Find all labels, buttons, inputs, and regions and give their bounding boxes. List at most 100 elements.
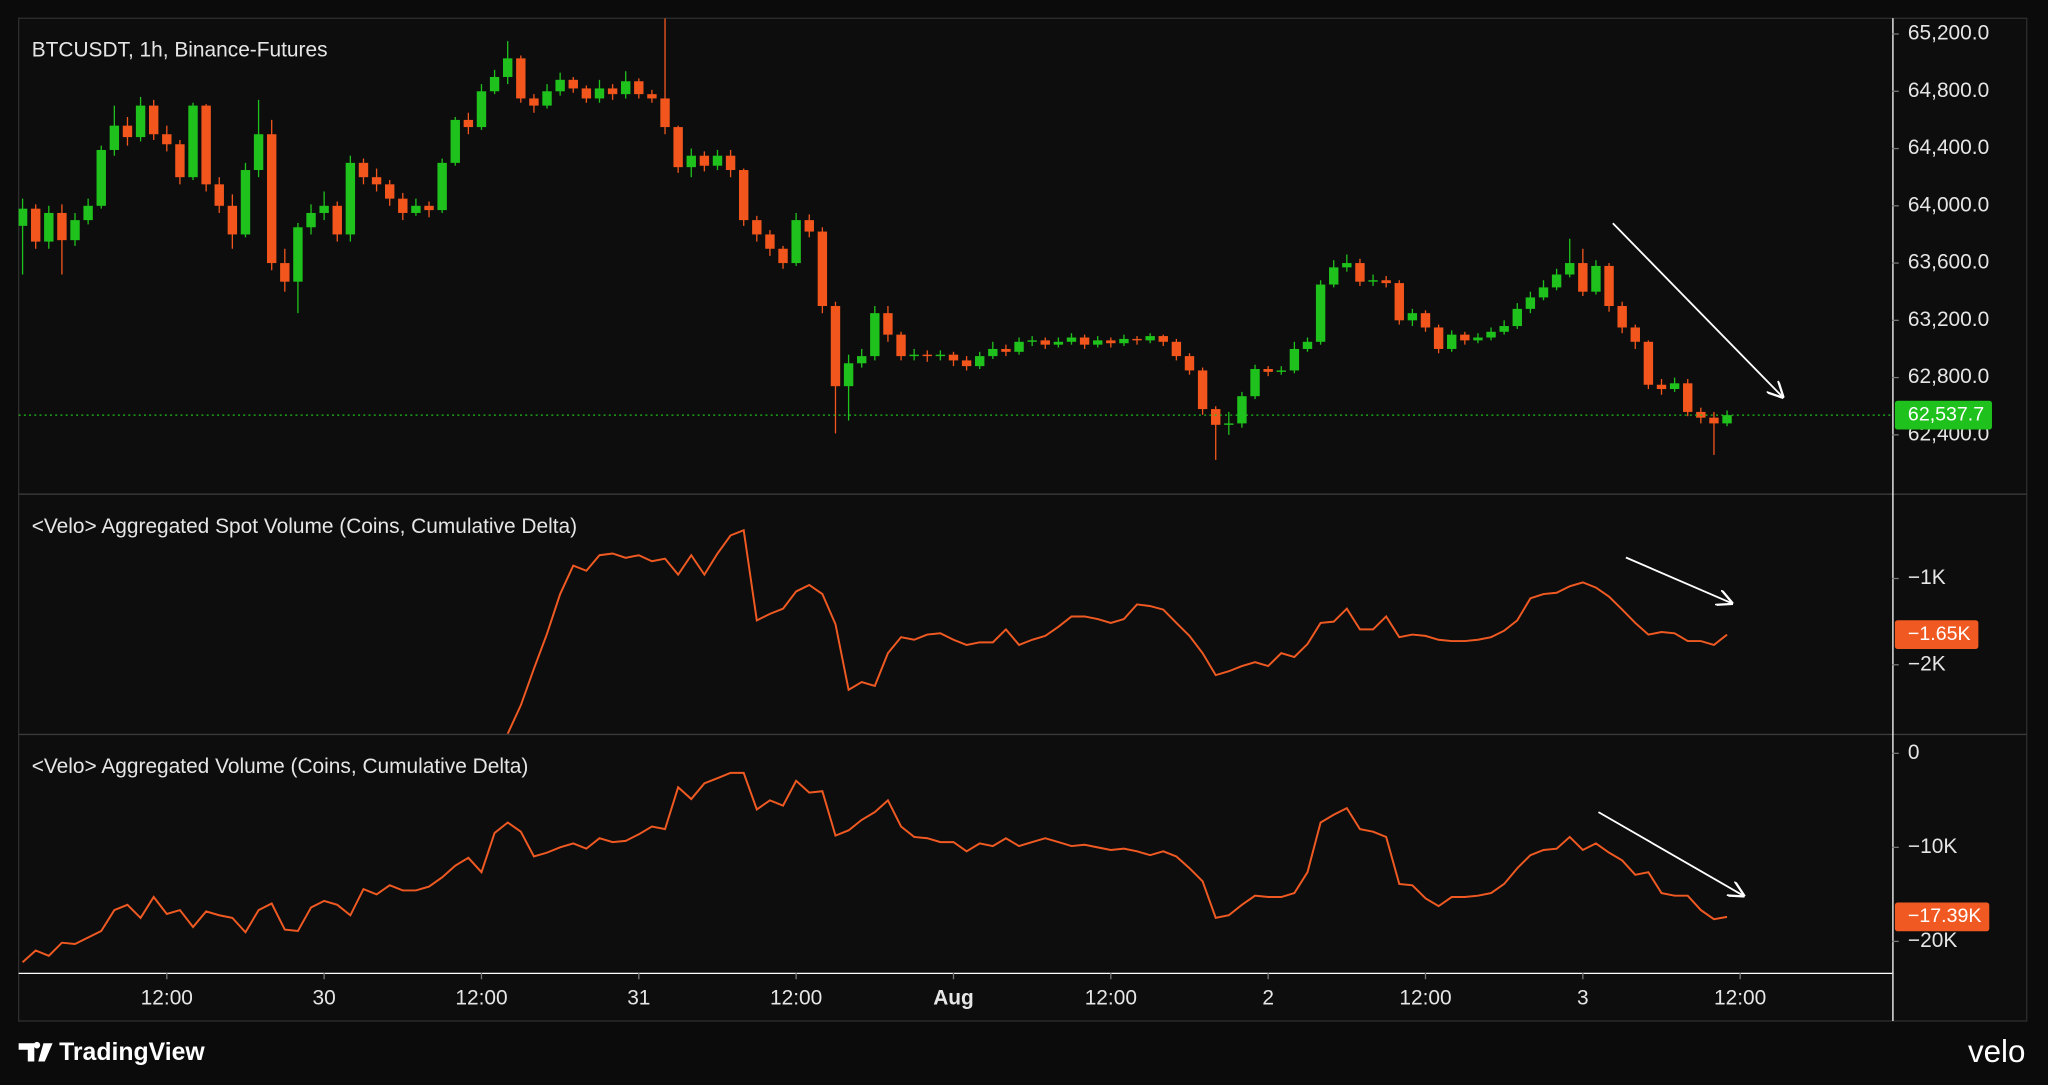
candle-body xyxy=(555,79,565,92)
candles xyxy=(18,18,1732,460)
candle-body xyxy=(739,170,749,221)
candle-body xyxy=(201,105,211,185)
candle-body xyxy=(1368,280,1378,282)
tradingview-logo xyxy=(18,1041,53,1062)
candle-body xyxy=(961,360,972,367)
candle-body xyxy=(634,81,644,95)
candle-body xyxy=(1276,370,1286,372)
last-value-label: −1.65K xyxy=(1908,623,1971,645)
y-tick-label: −10K xyxy=(1908,835,1957,858)
last-value-label: −17.39K xyxy=(1908,905,1982,927)
candle-body xyxy=(1040,340,1050,345)
candle-body xyxy=(516,58,526,99)
candle-body xyxy=(1329,267,1339,285)
trend-arrow xyxy=(1625,556,1732,604)
last-value-tag: −1.65K xyxy=(1894,620,1979,649)
x-tick-label: 12:00 xyxy=(1714,986,1766,1009)
candle-body xyxy=(1289,348,1300,371)
pane-title: BTCUSDT, 1h, Binance-Futures xyxy=(32,38,328,61)
cvd-line xyxy=(21,771,1728,964)
candle-body xyxy=(673,127,683,168)
candle-body xyxy=(175,144,185,178)
candle-body xyxy=(1512,308,1522,327)
candle-body xyxy=(988,348,998,357)
candle-body xyxy=(1171,341,1182,357)
candle-body xyxy=(188,105,198,178)
candle-body xyxy=(752,220,762,235)
x-tick-label: 12:00 xyxy=(455,986,507,1009)
candle-body xyxy=(1237,396,1247,424)
candle-body xyxy=(660,98,670,128)
last-value-box xyxy=(1894,400,1992,430)
candle-body xyxy=(765,234,775,249)
last-value-tag: 62,537.7 xyxy=(1894,400,1992,430)
candle-body xyxy=(30,208,41,242)
last-value-box xyxy=(1894,620,1979,649)
candle-body xyxy=(214,184,224,206)
x-tick-label: 12:00 xyxy=(1085,986,1137,1009)
candle-body xyxy=(1053,341,1064,345)
candle-body xyxy=(450,119,460,163)
candle-body xyxy=(594,88,605,99)
candle-body xyxy=(502,58,513,77)
candle-body xyxy=(437,162,447,211)
candle-body xyxy=(227,205,238,235)
y-tick-label: −1K xyxy=(1908,566,1946,589)
candle-body xyxy=(791,220,801,264)
candle-body xyxy=(1578,263,1588,292)
candle-body xyxy=(581,88,592,99)
y-tick-label: 64,400.0 xyxy=(1908,136,1989,159)
x-tick-label: 12:00 xyxy=(770,986,822,1009)
candle-body xyxy=(542,91,552,106)
candle-body xyxy=(1132,338,1142,341)
candle-body xyxy=(1197,370,1208,410)
candle-body xyxy=(686,155,696,168)
candle-body xyxy=(18,208,28,226)
y-tick-label: 63,200.0 xyxy=(1908,308,1989,331)
candle-body xyxy=(1145,336,1155,341)
candle-body xyxy=(1617,306,1627,328)
candle-body xyxy=(857,356,867,364)
candle-body xyxy=(1014,341,1024,352)
candle-body xyxy=(109,125,120,150)
candle-body xyxy=(1394,283,1404,321)
candle-body xyxy=(1565,263,1575,275)
candle-body xyxy=(529,98,539,106)
candle-body xyxy=(1722,415,1732,424)
candle-body xyxy=(398,198,408,213)
candle-body xyxy=(345,162,356,235)
candle-body xyxy=(712,155,723,166)
x-tick-label: 2 xyxy=(1262,986,1274,1009)
candle-body xyxy=(621,81,631,95)
candle-body xyxy=(1106,340,1116,344)
candle-body xyxy=(1079,337,1090,345)
x-tick-label: 31 xyxy=(627,986,650,1009)
x-tick-label: 12:00 xyxy=(1399,986,1451,1009)
candle-body xyxy=(319,205,329,213)
candle-body xyxy=(371,177,382,185)
candle-body xyxy=(948,354,959,361)
candle-body xyxy=(699,155,710,166)
candle-body xyxy=(1604,265,1614,307)
last-value-tag: −17.39K xyxy=(1894,902,1990,932)
candle-body xyxy=(909,354,919,357)
candle-body xyxy=(647,94,657,99)
x-tick-label: Aug xyxy=(933,986,974,1009)
candle-body xyxy=(1407,313,1418,321)
candle-body xyxy=(804,220,814,232)
candle-body xyxy=(463,119,474,128)
candle-body xyxy=(1486,331,1496,338)
candle-body xyxy=(870,313,880,357)
candle-body xyxy=(1263,368,1273,372)
candle-body xyxy=(266,134,277,264)
candle-body xyxy=(1342,263,1352,268)
trend-arrow xyxy=(1598,811,1743,896)
candle-body xyxy=(568,79,578,89)
candle-body xyxy=(1211,409,1221,425)
candle-body xyxy=(1158,336,1168,342)
y-tick-label: 62,800.0 xyxy=(1908,365,1989,388)
x-tick-label: 3 xyxy=(1577,986,1589,1009)
candle-body xyxy=(253,134,264,171)
